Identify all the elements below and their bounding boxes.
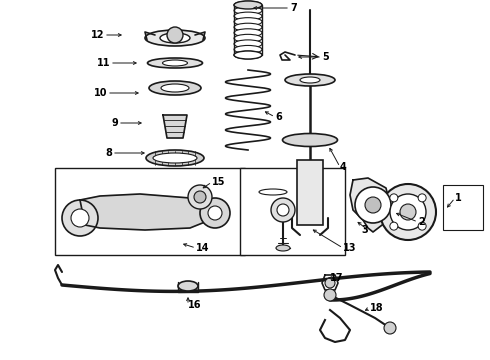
Text: 13: 13 — [343, 243, 357, 253]
Text: 15: 15 — [212, 177, 225, 187]
Ellipse shape — [234, 45, 262, 53]
Text: 10: 10 — [94, 88, 107, 98]
Circle shape — [390, 194, 398, 202]
Circle shape — [400, 204, 416, 220]
Ellipse shape — [300, 77, 320, 83]
Text: 14: 14 — [196, 243, 210, 253]
Ellipse shape — [234, 18, 262, 26]
Polygon shape — [163, 115, 187, 138]
Circle shape — [418, 222, 426, 230]
Text: 8: 8 — [105, 148, 112, 158]
Circle shape — [324, 289, 336, 301]
Ellipse shape — [234, 12, 262, 20]
Text: 17: 17 — [330, 273, 343, 283]
Ellipse shape — [149, 81, 201, 95]
Bar — [443, 185, 483, 230]
Circle shape — [167, 27, 183, 43]
Text: 3: 3 — [361, 225, 368, 235]
Text: 16: 16 — [188, 300, 201, 310]
Ellipse shape — [234, 40, 262, 48]
Ellipse shape — [161, 84, 189, 92]
Ellipse shape — [283, 134, 338, 147]
Ellipse shape — [160, 33, 190, 43]
Bar — [55, 168, 245, 255]
Ellipse shape — [259, 189, 287, 195]
Ellipse shape — [234, 29, 262, 37]
Ellipse shape — [234, 51, 262, 59]
Ellipse shape — [234, 34, 262, 42]
Circle shape — [390, 194, 426, 230]
Circle shape — [271, 198, 295, 222]
Circle shape — [208, 206, 222, 220]
Ellipse shape — [147, 58, 202, 68]
Text: 4: 4 — [340, 162, 347, 172]
Text: 7: 7 — [290, 3, 297, 13]
Circle shape — [390, 222, 398, 230]
Ellipse shape — [145, 30, 205, 46]
Circle shape — [355, 187, 391, 223]
Circle shape — [200, 198, 230, 228]
Ellipse shape — [146, 150, 204, 166]
Circle shape — [194, 191, 206, 203]
Text: 1: 1 — [455, 193, 462, 203]
Ellipse shape — [276, 245, 290, 251]
Polygon shape — [350, 178, 390, 232]
Ellipse shape — [234, 6, 262, 14]
Ellipse shape — [234, 23, 262, 31]
Bar — [297, 160, 323, 225]
Ellipse shape — [163, 60, 188, 66]
Circle shape — [380, 184, 436, 240]
Ellipse shape — [178, 281, 198, 291]
Text: 9: 9 — [111, 118, 118, 128]
Bar — [240, 168, 345, 255]
Circle shape — [188, 185, 212, 209]
Circle shape — [365, 197, 381, 213]
Circle shape — [418, 194, 426, 202]
Circle shape — [384, 322, 396, 334]
Polygon shape — [80, 194, 215, 230]
Ellipse shape — [234, 1, 262, 9]
Circle shape — [62, 200, 98, 236]
Circle shape — [71, 209, 89, 227]
Text: 18: 18 — [370, 303, 384, 313]
Text: 11: 11 — [97, 58, 110, 68]
Circle shape — [277, 204, 289, 216]
Ellipse shape — [234, 51, 262, 59]
Text: 6: 6 — [275, 112, 282, 122]
Text: 2: 2 — [418, 217, 425, 227]
Ellipse shape — [285, 74, 335, 86]
Circle shape — [325, 278, 335, 288]
Ellipse shape — [153, 153, 197, 163]
Text: 5: 5 — [322, 52, 329, 62]
Ellipse shape — [234, 1, 262, 9]
Text: 12: 12 — [91, 30, 104, 40]
